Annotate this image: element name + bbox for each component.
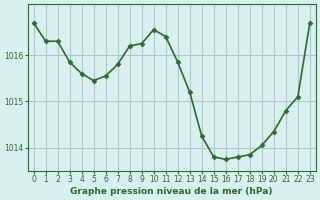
- X-axis label: Graphe pression niveau de la mer (hPa): Graphe pression niveau de la mer (hPa): [70, 187, 273, 196]
